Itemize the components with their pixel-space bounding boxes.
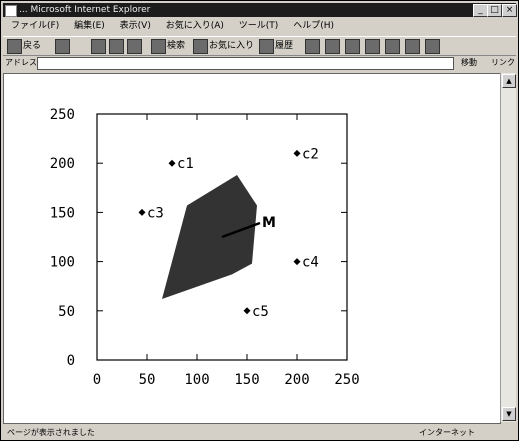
data-point-c4 <box>293 258 301 266</box>
ie-icon <box>5 5 17 17</box>
scroll-down-icon[interactable]: ▼ <box>502 407 516 421</box>
edit-icon[interactable] <box>345 39 360 54</box>
scroll-up-icon[interactable]: ▲ <box>502 74 516 88</box>
menu-favorites[interactable]: お気に入り(A) <box>165 21 224 31</box>
history-button[interactable]: 履歴 <box>275 41 294 51</box>
point-label-c4: c4 <box>302 255 319 271</box>
x-tick-label: 0 <box>93 372 101 388</box>
y-tick-label: 150 <box>50 205 75 221</box>
address-bar: アドレス(D) 移動 リンク <box>3 56 516 70</box>
forward-icon[interactable] <box>55 39 70 54</box>
research-icon[interactable] <box>405 39 420 54</box>
search-icon[interactable] <box>151 39 166 54</box>
refresh-icon[interactable] <box>109 39 124 54</box>
search-button[interactable]: 検索 <box>167 41 186 51</box>
scatter-chart: 0 50 100 150 200 250 0 50 100 150 200 250 M c1 c2 c3… <box>50 107 360 388</box>
title-bar: ... Microsoft Internet Explorer _ □ × <box>3 3 517 17</box>
data-point-c1 <box>168 159 176 167</box>
data-points: c1 c2 c3 c4 c5 <box>138 146 319 320</box>
menu-file[interactable]: ファイル(F) <box>11 21 60 31</box>
messenger-icon[interactable] <box>385 39 400 54</box>
data-point-c3 <box>138 208 146 216</box>
close-icon[interactable]: × <box>502 4 517 17</box>
shaded-region <box>162 175 257 299</box>
y-axis: 0 50 100 150 200 250 <box>50 107 347 369</box>
x-tick-label: 100 <box>184 372 209 388</box>
menu-bar: ファイル(F) 編集(E) 表示(V) お気に入り(A) ツール(T) ヘルプ(… <box>3 19 516 34</box>
media-icon[interactable] <box>425 39 440 54</box>
links-button[interactable]: リンク <box>491 58 515 67</box>
back-icon[interactable] <box>7 39 22 54</box>
window-title: ... Microsoft Internet Explorer <box>19 5 151 15</box>
menu-tools[interactable]: ツール(T) <box>238 21 279 31</box>
favorites-icon[interactable] <box>193 39 208 54</box>
toolbar: 戻る 検索 お気に入り 履歴 <box>3 36 516 56</box>
maximize-icon[interactable]: □ <box>487 4 502 17</box>
security-zone: インターネット <box>419 428 475 437</box>
data-point-c2 <box>293 149 301 157</box>
y-tick-label: 200 <box>50 156 75 172</box>
x-axis: 0 50 100 150 200 250 <box>93 114 360 388</box>
x-tick-label: 200 <box>284 372 309 388</box>
point-label-c2: c2 <box>302 146 319 162</box>
history-icon[interactable] <box>259 39 274 54</box>
go-button[interactable]: 移動 <box>461 58 477 67</box>
point-label-c3: c3 <box>147 205 164 221</box>
vertical-scrollbar[interactable]: ▲ ▼ <box>500 73 516 422</box>
x-tick-label: 250 <box>334 372 359 388</box>
page-content: 0 50 100 150 200 250 0 50 100 150 200 250 M c1 c2 c3… <box>3 73 501 424</box>
status-text: ページが表示されました <box>7 428 95 437</box>
plot-frame <box>96 113 348 361</box>
stop-icon[interactable] <box>91 39 106 54</box>
home-icon[interactable] <box>127 39 142 54</box>
favorites-button[interactable]: お気に入り <box>209 41 255 51</box>
discuss-icon[interactable] <box>365 39 380 54</box>
y-tick-label: 50 <box>58 304 75 320</box>
y-tick-label: 250 <box>50 107 75 123</box>
x-tick-label: 50 <box>139 372 156 388</box>
status-bar: ページが表示されました インターネット <box>3 425 516 440</box>
address-input[interactable] <box>37 57 454 70</box>
marker-label: M <box>262 215 276 231</box>
menu-view[interactable]: 表示(V) <box>119 21 151 31</box>
data-point-c5 <box>243 307 251 315</box>
marker-m: M <box>221 215 276 239</box>
back-button[interactable]: 戻る <box>23 41 42 51</box>
x-tick-label: 150 <box>234 372 259 388</box>
menu-edit[interactable]: 編集(E) <box>74 21 105 31</box>
menu-help[interactable]: ヘルプ(H) <box>293 21 334 31</box>
print-icon[interactable] <box>325 39 340 54</box>
mail-icon[interactable] <box>305 39 320 54</box>
y-tick-label: 100 <box>50 255 75 271</box>
marker-arrow <box>221 221 261 239</box>
minimize-icon[interactable]: _ <box>473 4 488 17</box>
point-label-c1: c1 <box>177 156 194 172</box>
y-tick-label: 0 <box>67 353 75 369</box>
point-label-c5: c5 <box>252 304 269 320</box>
address-label: アドレス(D) <box>5 58 50 67</box>
